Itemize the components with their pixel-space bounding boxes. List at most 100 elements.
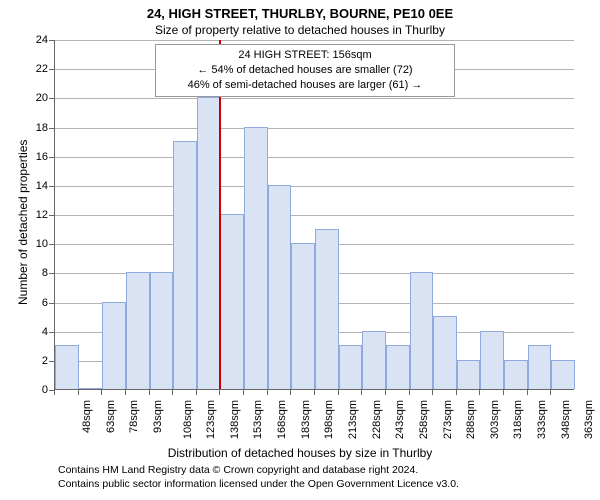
xtick-mark bbox=[149, 390, 150, 395]
histogram-bar bbox=[315, 229, 339, 389]
xtick-mark bbox=[219, 390, 220, 395]
xtick-label: 63sqm bbox=[105, 400, 117, 433]
ytick-mark bbox=[49, 98, 54, 99]
histogram-bar bbox=[173, 141, 197, 389]
xtick-mark bbox=[54, 390, 55, 395]
ytick-mark bbox=[49, 361, 54, 362]
xtick-label: 333sqm bbox=[536, 400, 548, 439]
xtick-mark bbox=[101, 390, 102, 395]
ytick-label: 22 bbox=[20, 63, 48, 75]
histogram-bar bbox=[410, 272, 434, 389]
histogram-bar bbox=[268, 185, 292, 389]
xtick-label: 273sqm bbox=[442, 400, 454, 439]
xtick-label: 78sqm bbox=[128, 400, 140, 433]
xtick-mark bbox=[527, 390, 528, 395]
credits-line2: Contains public sector information licen… bbox=[58, 478, 459, 492]
xtick-mark bbox=[503, 390, 504, 395]
xtick-label: 288sqm bbox=[465, 400, 477, 439]
credits-line1: Contains HM Land Registry data © Crown c… bbox=[58, 464, 459, 478]
xtick-mark bbox=[432, 390, 433, 395]
xtick-label: 213sqm bbox=[347, 400, 359, 439]
histogram-bar bbox=[244, 127, 268, 390]
ytick-label: 2 bbox=[20, 355, 48, 367]
ytick-mark bbox=[49, 244, 54, 245]
histogram-bar bbox=[386, 345, 410, 389]
histogram-bar bbox=[150, 272, 174, 389]
histogram-bar bbox=[126, 272, 150, 389]
xtick-mark bbox=[550, 390, 551, 395]
histogram-bar bbox=[457, 360, 481, 389]
ytick-mark bbox=[49, 69, 54, 70]
annotation-line2: ← 54% of detached houses are smaller (72… bbox=[161, 63, 449, 78]
histogram-bar bbox=[197, 97, 221, 389]
xtick-label: 228sqm bbox=[371, 400, 383, 439]
xtick-mark bbox=[409, 390, 410, 395]
gridline-h bbox=[55, 186, 574, 187]
plot-area: 24 HIGH STREET: 156sqm← 54% of detached … bbox=[54, 40, 574, 390]
xtick-label: 363sqm bbox=[584, 400, 596, 439]
xtick-mark bbox=[385, 390, 386, 395]
xtick-mark bbox=[125, 390, 126, 395]
histogram-bar bbox=[528, 345, 552, 389]
xtick-label: 168sqm bbox=[276, 400, 288, 439]
histogram-bar bbox=[504, 360, 528, 389]
ytick-label: 16 bbox=[20, 151, 48, 163]
xtick-mark bbox=[196, 390, 197, 395]
xtick-label: 123sqm bbox=[205, 400, 217, 439]
ytick-mark bbox=[49, 332, 54, 333]
ytick-mark bbox=[49, 273, 54, 274]
ytick-label: 20 bbox=[20, 92, 48, 104]
chart-container: 24, HIGH STREET, THURLBY, BOURNE, PE10 0… bbox=[0, 0, 600, 500]
annotation-box: 24 HIGH STREET: 156sqm← 54% of detached … bbox=[155, 44, 455, 97]
histogram-bar bbox=[291, 243, 315, 389]
gridline-h bbox=[55, 40, 574, 41]
histogram-bar bbox=[480, 331, 504, 389]
ytick-label: 4 bbox=[20, 326, 48, 338]
xtick-label: 258sqm bbox=[418, 400, 430, 439]
ytick-mark bbox=[49, 303, 54, 304]
gridline-h bbox=[55, 157, 574, 158]
ytick-mark bbox=[49, 128, 54, 129]
ytick-label: 0 bbox=[20, 384, 48, 396]
x-axis-label: Distribution of detached houses by size … bbox=[0, 446, 600, 460]
gridline-h bbox=[55, 128, 574, 129]
histogram-bar bbox=[55, 345, 79, 389]
gridline-h bbox=[55, 98, 574, 99]
ytick-label: 24 bbox=[20, 34, 48, 46]
ytick-mark bbox=[49, 215, 54, 216]
ytick-label: 14 bbox=[20, 180, 48, 192]
xtick-mark bbox=[314, 390, 315, 395]
xtick-label: 183sqm bbox=[300, 400, 312, 439]
histogram-bar bbox=[433, 316, 457, 389]
xtick-mark bbox=[267, 390, 268, 395]
histogram-bar bbox=[79, 388, 103, 389]
xtick-label: 48sqm bbox=[81, 400, 93, 433]
annotation-line1: 24 HIGH STREET: 156sqm bbox=[161, 48, 449, 63]
xtick-label: 93sqm bbox=[152, 400, 164, 433]
ytick-label: 10 bbox=[20, 238, 48, 250]
xtick-mark bbox=[479, 390, 480, 395]
ytick-mark bbox=[49, 186, 54, 187]
y-axis-label: Number of detached properties bbox=[16, 140, 30, 305]
ytick-label: 18 bbox=[20, 122, 48, 134]
histogram-bar bbox=[220, 214, 244, 389]
ytick-label: 12 bbox=[20, 209, 48, 221]
xtick-label: 153sqm bbox=[253, 400, 265, 439]
histogram-bar bbox=[551, 360, 575, 389]
histogram-bar bbox=[102, 302, 126, 390]
xtick-mark bbox=[78, 390, 79, 395]
xtick-label: 318sqm bbox=[513, 400, 525, 439]
ytick-label: 6 bbox=[20, 297, 48, 309]
xtick-mark bbox=[456, 390, 457, 395]
xtick-mark bbox=[290, 390, 291, 395]
xtick-label: 198sqm bbox=[324, 400, 336, 439]
annotation-line3: 46% of semi-detached houses are larger (… bbox=[161, 78, 449, 93]
xtick-mark bbox=[338, 390, 339, 395]
xtick-mark bbox=[243, 390, 244, 395]
xtick-label: 348sqm bbox=[560, 400, 572, 439]
xtick-label: 108sqm bbox=[182, 400, 194, 439]
ytick-label: 8 bbox=[20, 267, 48, 279]
gridline-h bbox=[55, 215, 574, 216]
histogram-bar bbox=[362, 331, 386, 389]
xtick-mark bbox=[361, 390, 362, 395]
